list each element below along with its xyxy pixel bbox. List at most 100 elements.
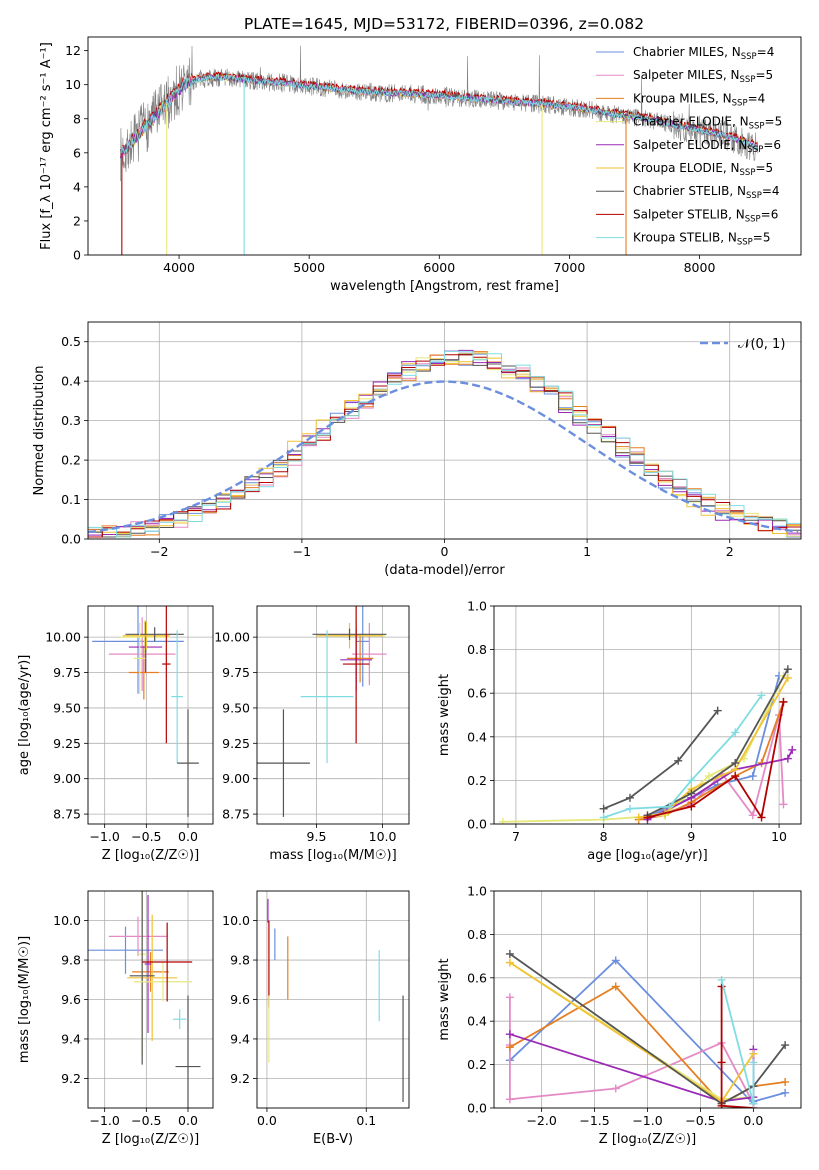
plus-marker bbox=[505, 958, 514, 967]
data-point bbox=[108, 617, 176, 691]
legend-subscript: SSP bbox=[740, 75, 756, 85]
y-axis-label: mass weight bbox=[437, 958, 452, 1040]
y-tick-label: 0.4 bbox=[467, 1014, 487, 1029]
y-tick-label: 9.4 bbox=[230, 1031, 250, 1046]
plus-marker bbox=[505, 993, 514, 1002]
y-tick-label: 9.8 bbox=[230, 953, 250, 968]
x-tick-label: 10.0 bbox=[369, 829, 397, 844]
series-line bbox=[720, 986, 754, 1108]
x-tick-label: −2.0 bbox=[526, 1113, 556, 1128]
plus-marker bbox=[783, 754, 792, 763]
y-tick-label: 0.2 bbox=[467, 1057, 487, 1072]
legend-suffix: =4 bbox=[762, 184, 780, 198]
plus-marker bbox=[505, 949, 514, 958]
legend-entry: Kroupa ELODIE, NSSP=5 bbox=[596, 161, 773, 178]
axes-frame bbox=[256, 890, 410, 1109]
plus-marker bbox=[625, 793, 634, 802]
y-tick-label: 0.5 bbox=[61, 334, 81, 349]
legend-suffix: =5 bbox=[755, 68, 773, 82]
y-tick-label: 0.8 bbox=[467, 927, 487, 942]
errorbars bbox=[267, 898, 404, 1103]
legend-label: Kroupa ELODIE, NSSP=5 bbox=[633, 161, 773, 178]
plus-marker bbox=[757, 813, 766, 822]
legend-suffix: =4 bbox=[748, 91, 766, 105]
plus-marker bbox=[731, 728, 740, 737]
plus-marker bbox=[731, 758, 740, 767]
series-line bbox=[603, 694, 763, 819]
spectrum-traces bbox=[120, 45, 759, 255]
legend-text: Kroupa ELODIE, N bbox=[633, 161, 740, 175]
y-tick-label: 2 bbox=[73, 213, 81, 228]
y-axis-label: mass [log₁₀(M/M☉)] bbox=[17, 936, 32, 1063]
x-tick-label: 10 bbox=[771, 829, 787, 844]
plus-marker bbox=[505, 1043, 514, 1052]
errorbars bbox=[257, 606, 387, 817]
x-axis-label: age [log₁₀(age/yr)] bbox=[587, 848, 708, 863]
y-tick-label: 0.8 bbox=[467, 642, 487, 657]
legend-subscript: SSP bbox=[741, 52, 757, 62]
series-line bbox=[603, 710, 719, 810]
legend-entry: Chabrier MILES, NSSP=4 bbox=[596, 45, 774, 62]
plus-marker bbox=[779, 800, 788, 809]
plus-marker bbox=[717, 975, 726, 984]
plus-marker bbox=[599, 804, 608, 813]
residuals-legend: 𝒩(0, 1) bbox=[700, 337, 785, 352]
plus-marker bbox=[757, 691, 766, 700]
y-tick-label: 9.6 bbox=[230, 992, 250, 1007]
model-spectrum-chab_stelib bbox=[120, 73, 758, 156]
spectrum-panel: 4000 5000 6000 7000 8000 0 2 4 6 8 10 12 wavelength … bbox=[39, 36, 802, 294]
plus-marker bbox=[717, 1058, 726, 1067]
x-tick-label: −1.5 bbox=[579, 1113, 609, 1128]
legend-subscript: SSP bbox=[747, 145, 763, 155]
legend-subscript: SSP bbox=[746, 191, 762, 201]
legend-suffix: =4 bbox=[757, 45, 775, 59]
x-tick-label: 5000 bbox=[293, 260, 325, 275]
legend-entry: Kroupa STELIB, NSSP=5 bbox=[596, 231, 771, 248]
y-tick-label: 0.0 bbox=[467, 817, 487, 832]
x-axis-label: mass [log₁₀(M/M☉)] bbox=[269, 848, 396, 863]
y-tick-label: 12 bbox=[65, 43, 81, 58]
x-tick-label: 8 bbox=[600, 829, 608, 844]
y-tick-label: 9.50 bbox=[222, 700, 250, 715]
plus-marker bbox=[687, 776, 696, 785]
legend-entry: Chabrier ELODIE, NSSP=5 bbox=[596, 115, 782, 132]
series-krou_elodie bbox=[634, 673, 792, 822]
x-tick-label: 7000 bbox=[553, 260, 585, 275]
data-point bbox=[108, 916, 168, 957]
series-lines bbox=[498, 665, 797, 824]
legend-entry: Salpeter STELIB, NSSP=6 bbox=[596, 207, 778, 224]
legend-suffix: =5 bbox=[765, 115, 783, 129]
plus-marker bbox=[781, 1041, 790, 1050]
plus-marker bbox=[717, 1101, 726, 1108]
x-tick-label: 0.1 bbox=[356, 1113, 376, 1128]
plus-marker bbox=[731, 772, 740, 781]
legend-entry: Salpeter ELODIE, NSSP=6 bbox=[596, 138, 781, 155]
series-line bbox=[720, 979, 755, 1104]
data-point bbox=[162, 606, 171, 744]
legend-label: Chabrier ELODIE, NSSP=5 bbox=[633, 115, 782, 132]
data-point bbox=[128, 621, 163, 673]
y-tick-label: 0.3 bbox=[61, 413, 81, 428]
x-tick-label: −1.0 bbox=[89, 1113, 119, 1128]
y-tick-label: 8.75 bbox=[53, 807, 81, 822]
legend-subscript: SSP bbox=[740, 168, 756, 178]
series-line bbox=[647, 714, 785, 819]
y-tick-label: 9.00 bbox=[222, 771, 250, 786]
data-point bbox=[352, 622, 387, 686]
legend-text: Kroupa STELIB, N bbox=[633, 231, 737, 245]
plus-marker bbox=[505, 1095, 514, 1104]
x-tick-label: −1.0 bbox=[632, 1113, 662, 1128]
data-point bbox=[346, 634, 374, 683]
plus-marker bbox=[665, 802, 674, 811]
age-vs-mass-panel: 9.5 10.0 8.75 9.00 9.25 9.50 9.75 10.00 mass [lo… bbox=[214, 605, 410, 863]
series-lines bbox=[505, 949, 790, 1108]
legend-entry: Kroupa MILES, NSSP=4 bbox=[596, 91, 765, 108]
plus-marker bbox=[781, 1088, 790, 1097]
series-salp_stelib bbox=[717, 982, 758, 1108]
legend-text: Chabrier ELODIE, N bbox=[633, 115, 749, 129]
y-tick-label: 9.4 bbox=[61, 1031, 81, 1046]
plus-marker bbox=[611, 956, 620, 965]
data-point bbox=[171, 630, 183, 764]
data-point bbox=[300, 630, 354, 764]
